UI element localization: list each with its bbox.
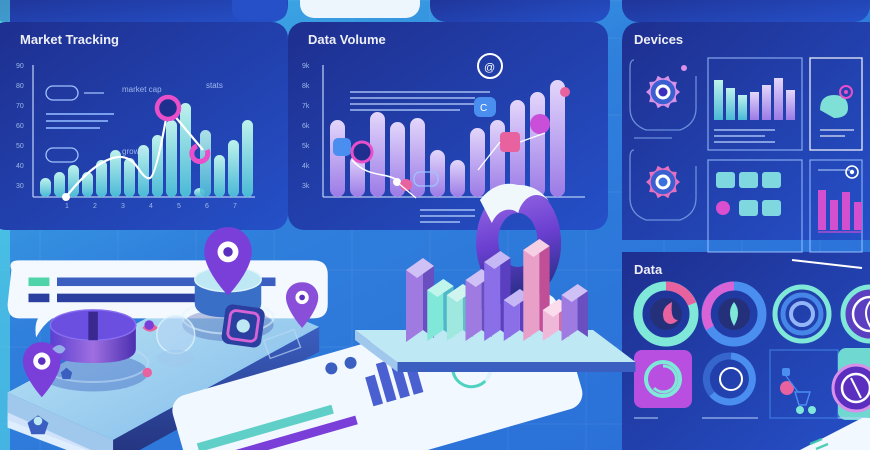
svg-text:5: 5 [177, 203, 181, 210]
svg-text:9k: 9k [302, 63, 310, 70]
svg-text:3k: 3k [302, 183, 310, 190]
svg-text:C: C [480, 103, 487, 114]
svg-text:30: 30 [16, 183, 24, 190]
svg-text:6k: 6k [302, 123, 310, 130]
svg-text:4: 4 [149, 203, 153, 210]
svg-text:60: 60 [16, 123, 24, 130]
svg-text:market cap: market cap [122, 85, 162, 94]
svg-text:4k: 4k [302, 163, 310, 170]
svg-text:@: @ [484, 62, 495, 74]
svg-text:3: 3 [121, 203, 125, 210]
svg-text:1: 1 [65, 203, 69, 210]
svg-text:90: 90 [16, 63, 24, 70]
svg-text:7k: 7k [302, 103, 310, 110]
svg-text:Market Tracking: Market Tracking [20, 32, 119, 47]
svg-text:80: 80 [16, 83, 24, 90]
svg-text:stats: stats [206, 81, 223, 90]
svg-text:growth: growth [122, 147, 146, 156]
svg-text:70: 70 [16, 103, 24, 110]
svg-text:7: 7 [233, 203, 237, 210]
svg-text:50: 50 [16, 143, 24, 150]
svg-text:8k: 8k [302, 83, 310, 90]
svg-text:2: 2 [93, 203, 97, 210]
svg-text:Devices: Devices [634, 32, 683, 47]
svg-text:5k: 5k [302, 143, 310, 150]
svg-text:Data: Data [634, 262, 663, 277]
svg-text:40: 40 [16, 163, 24, 170]
svg-text:Data Volume: Data Volume [308, 32, 386, 47]
svg-text:6: 6 [205, 203, 209, 210]
